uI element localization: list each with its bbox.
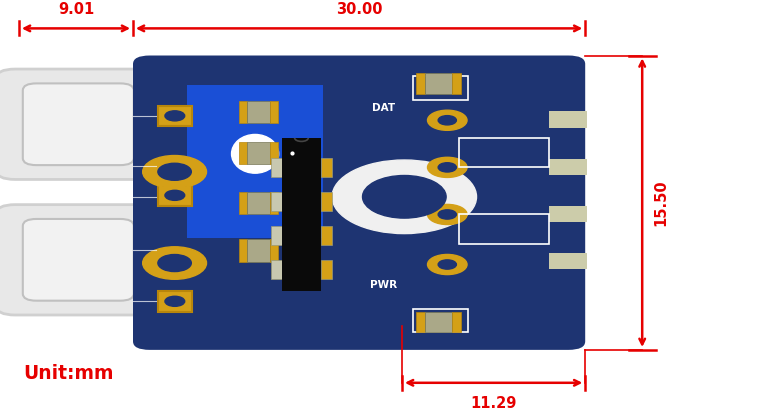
FancyBboxPatch shape [23, 83, 134, 165]
Circle shape [439, 210, 457, 219]
Bar [248, 142, 270, 164]
Bar [248, 192, 270, 215]
FancyBboxPatch shape [0, 205, 160, 315]
Bar [321, 260, 332, 279]
Text: 15.50: 15.50 [654, 179, 669, 226]
Bar [282, 138, 321, 291]
Circle shape [143, 247, 207, 279]
Bar [271, 158, 282, 177]
Bar [413, 76, 467, 99]
Bar [270, 101, 277, 123]
Bar [158, 291, 192, 312]
Circle shape [165, 190, 185, 201]
Circle shape [363, 175, 446, 218]
Bar [425, 312, 451, 332]
Ellipse shape [232, 134, 279, 173]
Bar [413, 309, 467, 332]
Bar [321, 192, 332, 211]
Text: DAT: DAT [372, 104, 395, 113]
FancyBboxPatch shape [133, 55, 585, 350]
Bar [321, 158, 332, 177]
Bar [158, 106, 192, 126]
Bar [549, 111, 587, 128]
Bar [270, 142, 277, 164]
Bar [270, 192, 277, 215]
Circle shape [439, 115, 457, 125]
Bar [549, 206, 587, 222]
Bar [416, 73, 425, 94]
Circle shape [428, 157, 467, 178]
Bar [271, 260, 282, 279]
Bar [270, 240, 277, 261]
Circle shape [158, 254, 192, 272]
Circle shape [158, 163, 192, 180]
Bar [239, 240, 248, 261]
Text: Unit:mm: Unit:mm [23, 364, 113, 383]
Bar [271, 192, 282, 211]
Bar [158, 185, 192, 206]
Bar [451, 312, 461, 332]
Bar [248, 240, 270, 261]
Bar [271, 226, 282, 245]
Text: 30.00: 30.00 [336, 2, 382, 17]
Circle shape [165, 111, 185, 121]
Bar [425, 73, 451, 94]
Bar [248, 101, 270, 123]
Text: PWR: PWR [370, 280, 397, 290]
Circle shape [332, 160, 477, 233]
FancyBboxPatch shape [0, 69, 160, 180]
Bar [187, 85, 323, 238]
Circle shape [439, 260, 457, 269]
Circle shape [439, 163, 457, 172]
Bar [458, 215, 549, 244]
Bar [239, 142, 248, 164]
Circle shape [428, 204, 467, 224]
Bar [549, 159, 587, 175]
Bar [451, 73, 461, 94]
Bar [458, 138, 549, 167]
Text: 9.01: 9.01 [58, 2, 94, 17]
Bar [239, 192, 248, 215]
Circle shape [428, 110, 467, 130]
Text: 11.29: 11.29 [470, 396, 517, 411]
Bar [321, 226, 332, 245]
Bar [239, 101, 248, 123]
Bar [549, 253, 587, 269]
Circle shape [143, 155, 207, 188]
Bar [416, 312, 425, 332]
Circle shape [428, 254, 467, 275]
FancyBboxPatch shape [23, 219, 134, 301]
Circle shape [165, 296, 185, 306]
